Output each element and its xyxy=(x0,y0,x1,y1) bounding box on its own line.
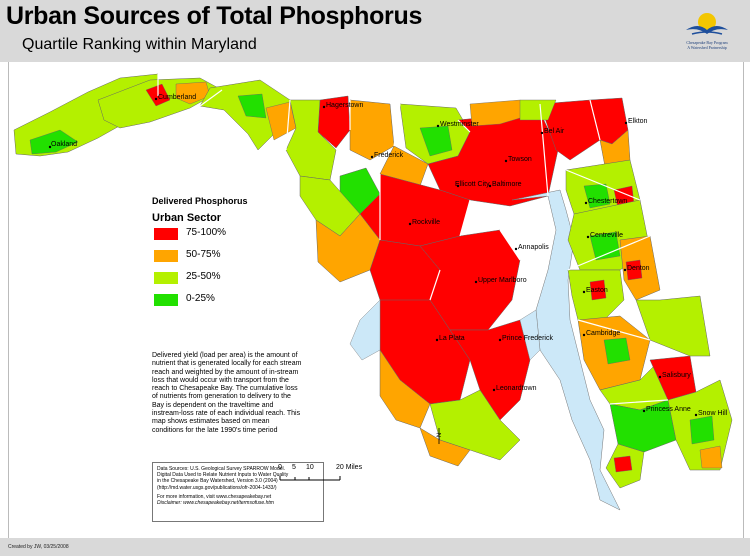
legend-label: 75-100% xyxy=(186,227,227,238)
region-washington-green xyxy=(237,93,267,119)
region-worcester-orange xyxy=(699,445,723,469)
region-denton-red xyxy=(625,259,643,281)
map-legend: Delivered Phosphorus Urban Sector 75-100… xyxy=(152,196,272,312)
potomac-river xyxy=(349,299,381,361)
logo-text: Chesapeake Bay Program A Watershed Partn… xyxy=(672,40,742,50)
region-worcester-green xyxy=(689,415,715,445)
logo-tagline: A Watershed Partnership xyxy=(687,45,727,50)
region-harford-red xyxy=(539,99,601,161)
legend-item: 50-75% xyxy=(152,248,272,268)
map-title: Urban Sources of Total Phosphorus xyxy=(6,2,423,30)
county-boundaries xyxy=(157,74,669,405)
city-centreville: Centreville xyxy=(590,232,623,239)
city-bel-air: Bel Air xyxy=(544,128,565,135)
patuxent-river xyxy=(519,309,541,361)
legend-label: 0-25% xyxy=(186,293,215,304)
sources-line: Disclaimer: www.chesapeakebay.net/termso… xyxy=(157,500,274,507)
city-easton: Easton xyxy=(586,287,608,294)
scale-tick-10: 10 xyxy=(306,464,314,471)
data-sources-box: Data Sources: U.S. Geological Survey SPA… xyxy=(152,462,324,522)
region-allegany-orange xyxy=(175,81,211,105)
chesapeake-bay-program-logo xyxy=(686,13,728,35)
region-frederick-orange xyxy=(349,99,395,161)
city-princess-anne: Princess Anne xyxy=(646,406,691,413)
legend-item: 75-100% xyxy=(152,226,272,246)
region-easton-red xyxy=(589,279,607,301)
city-rockville: Rockville xyxy=(412,219,440,226)
sources-line: Data Sources: U.S. Geological Survey SPA… xyxy=(157,466,286,472)
legend-subtitle: Urban Sector xyxy=(152,212,222,224)
legend-swatch-green xyxy=(154,294,178,306)
city-ellicott-city: Ellicott City xyxy=(455,181,490,188)
region-washington-west xyxy=(199,79,291,151)
scale-bar: 0 5 10 20 Miles xyxy=(278,464,378,486)
region-somerset-red xyxy=(613,455,633,473)
north-arrow-icon xyxy=(438,428,440,444)
city-cumberland: Cumberland xyxy=(158,94,196,101)
city-annapolis: Annapolis xyxy=(518,244,549,251)
city-la-plata: La Plata xyxy=(439,335,465,342)
legend-swatch-yellow-green xyxy=(154,272,178,284)
legend-swatch-red xyxy=(154,228,178,240)
region-dorchester-green xyxy=(603,337,631,365)
city-labels: Cumberland Hagerstown Oakland Westminste… xyxy=(48,94,728,417)
city-hagerstown: Hagerstown xyxy=(326,102,363,109)
city-upper-marlboro: Upper Marlboro xyxy=(478,277,527,284)
region-stmarys-mix xyxy=(429,389,521,461)
city-prince-frederick: Prince Frederick xyxy=(502,335,553,342)
logo-name: Chesapeake Bay Program xyxy=(686,40,728,45)
scale-tick-20: 20 Miles xyxy=(336,464,363,471)
city-denton: Denton xyxy=(627,265,650,272)
sources-line: For more information, visit www.chesapea… xyxy=(157,493,272,500)
sources-line: in the Chesapeake Bay Watershed, Version… xyxy=(157,478,278,485)
legend-item: 25-50% xyxy=(152,270,272,290)
city-leonardtown: Leonardtown xyxy=(496,385,537,392)
region-wicomico-mix xyxy=(635,295,711,357)
city-westminster: Westminster xyxy=(440,121,479,128)
scale-tick-0: 0 xyxy=(278,464,282,471)
city-towson: Towson xyxy=(508,156,532,163)
city-elkton: Elkton xyxy=(628,118,648,125)
city-snow-hill: Snow Hill xyxy=(698,410,728,417)
map-header: Urban Sources of Total Phosphorus Quarti… xyxy=(0,0,750,62)
footer-bar xyxy=(0,538,750,556)
region-kent-green xyxy=(583,183,611,209)
scale-tick-5: 5 xyxy=(292,464,296,471)
legend-swatch-orange xyxy=(154,250,178,262)
city-chestertown: Chestertown xyxy=(588,198,627,205)
region-harford-mix xyxy=(519,99,557,121)
city-salisbury: Salisbury xyxy=(662,372,691,379)
description-text: Delivered yield (load per area) is the a… xyxy=(152,352,302,434)
legend-label: 25-50% xyxy=(186,271,221,282)
legend-label: 50-75% xyxy=(186,249,221,260)
region-queenanne-green xyxy=(589,231,621,261)
legend-item: 0-25% xyxy=(152,292,272,312)
region-stmarys-orange xyxy=(419,427,471,467)
map-subtitle: Quartile Ranking within Maryland xyxy=(22,36,257,53)
scale-bar-graphic xyxy=(279,476,341,481)
credit-text: Created by JW, 03/25/2008 xyxy=(8,544,69,550)
city-cambridge: Cambridge xyxy=(586,330,620,337)
north-label: N xyxy=(437,432,444,438)
city-frederick: Frederick xyxy=(374,152,404,159)
chesapeake-bay xyxy=(511,189,621,511)
city-oakland: Oakland xyxy=(51,141,77,148)
city-baltimore: Baltimore xyxy=(492,181,522,188)
sources-line: (http://md.water.usgs.gov/publications/o… xyxy=(157,484,277,491)
legend-title: Delivered Phosphorus xyxy=(152,196,248,206)
region-garrett-green xyxy=(29,129,79,155)
sources-line: Digital Data Used to Relate Nutrient Inp… xyxy=(157,472,289,479)
